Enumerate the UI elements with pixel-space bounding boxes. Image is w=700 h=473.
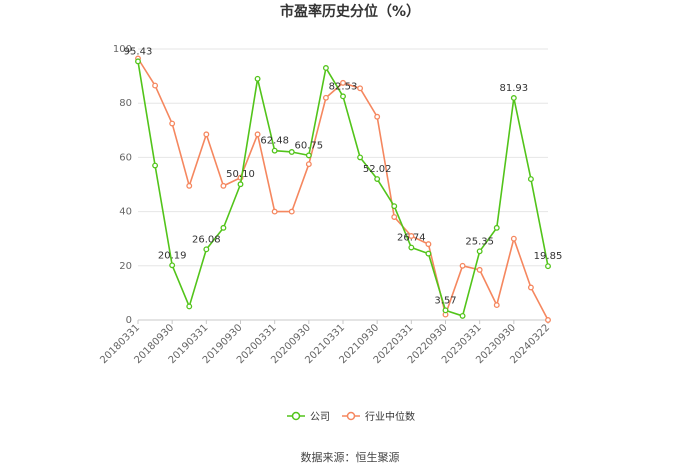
data-label: 19.85 [534, 251, 563, 262]
data-label: 20.19 [158, 250, 187, 261]
data-point [374, 113, 381, 120]
data-point [271, 147, 278, 154]
legend-label: 公司 [310, 412, 330, 423]
legend: 公司 行业中位数 [287, 410, 415, 423]
data-point [186, 303, 193, 310]
data-point [408, 244, 415, 251]
data-point [510, 235, 517, 242]
data-point [340, 93, 346, 100]
data-point [425, 250, 432, 257]
data-point [220, 182, 227, 189]
data-point [510, 95, 517, 101]
data-label: 62.48 [260, 136, 289, 147]
data-point [459, 312, 466, 319]
data-point [442, 307, 449, 314]
data-point [391, 214, 398, 220]
y-tick-label: 40 [119, 207, 132, 218]
data-point [254, 131, 261, 138]
data-label: 3.57 [434, 295, 456, 306]
data-point [305, 161, 312, 168]
data-point [288, 208, 295, 215]
data-point [169, 262, 176, 269]
data-point [254, 75, 261, 82]
series-layer [135, 55, 551, 323]
data-label: 82.53 [329, 81, 358, 92]
data-point [476, 266, 483, 273]
legend-item-company[interactable]: 公司 [287, 411, 330, 423]
data-label: 50.10 [226, 169, 255, 180]
data-label-layer: 95.43 20.19 26.08 50.10 62.48 60.75 82.53 52.02… [124, 46, 563, 306]
data-point [135, 58, 141, 65]
data-point [271, 208, 278, 215]
data-point [152, 82, 159, 89]
legend-swatch-marker [346, 411, 356, 421]
data-point [459, 262, 466, 269]
data-label: 52.02 [363, 164, 392, 175]
data-point [357, 85, 364, 92]
axis-layer: 0204060801002018033120180930201903312019… [98, 44, 552, 366]
data-label: 26.74 [397, 233, 426, 244]
data-point [322, 65, 329, 71]
y-tick-label: 20 [119, 261, 132, 272]
legend-label: 行业中位数 [365, 410, 415, 423]
grid-layer [138, 48, 548, 267]
data-point [152, 162, 159, 169]
data-point [203, 246, 210, 253]
data-point [305, 152, 312, 159]
data-point [527, 284, 534, 291]
data-point [340, 79, 346, 86]
data-label: 60.75 [295, 140, 324, 151]
y-tick-label: 80 [119, 98, 132, 109]
data-point [288, 149, 295, 155]
data-point [322, 94, 329, 101]
y-tick-label: 100 [113, 44, 132, 55]
legend-item-industry-median[interactable]: 行业中位数 [342, 410, 415, 423]
source-note: 数据来源：恒生聚源 [301, 450, 400, 464]
legend-swatch-marker [291, 411, 301, 421]
data-point [186, 182, 193, 189]
series-line [137, 61, 549, 317]
data-point [169, 120, 176, 127]
data-label: 26.08 [192, 234, 221, 245]
data-point [220, 224, 227, 231]
data-point [527, 176, 534, 183]
chart-title: 市盈率历史分位（%） [280, 3, 420, 20]
series-industry-median [135, 55, 551, 323]
data-label: 81.93 [500, 83, 529, 94]
data-point [545, 317, 551, 323]
data-label: 25.35 [465, 236, 494, 247]
data-point [476, 248, 483, 255]
data-point [374, 176, 381, 182]
data-point [203, 131, 210, 138]
data-label: 95.43 [124, 46, 153, 57]
data-point [545, 263, 551, 270]
data-point [493, 302, 500, 309]
data-point [425, 241, 432, 248]
series-company [135, 58, 551, 319]
data-point [391, 203, 398, 210]
data-point [237, 181, 244, 188]
y-tick-label: 0 [126, 315, 132, 326]
data-point [493, 224, 500, 231]
y-tick-label: 60 [119, 152, 132, 163]
data-point [357, 154, 364, 161]
data-point [408, 233, 415, 239]
